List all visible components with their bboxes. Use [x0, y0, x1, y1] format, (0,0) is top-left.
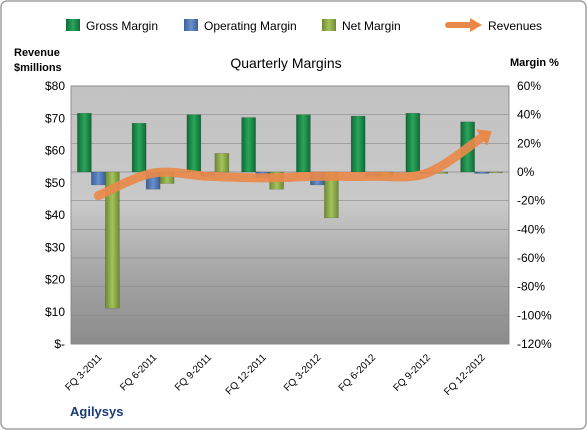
- revenue-line: [93, 133, 487, 201]
- left-axis-label-line1: Revenue: [14, 47, 60, 59]
- left-tick-label: $80: [45, 79, 65, 93]
- chart-title: Quarterly Margins: [230, 55, 341, 71]
- left-tick-label: $70: [45, 111, 65, 125]
- legend-label-gross-margin: Gross Margin: [86, 19, 158, 33]
- gross-margin-bar: [405, 112, 421, 173]
- left-tick-label: $50: [45, 176, 65, 190]
- gross-margin-bar: [296, 114, 311, 173]
- right-tick-label: -80%: [517, 280, 545, 294]
- left-axis-label-line2: $millions: [14, 62, 62, 74]
- revenue-series: [93, 129, 492, 201]
- bar-series: [77, 112, 503, 309]
- gross-margin-bar: [350, 115, 366, 173]
- net-margin-bar: [214, 153, 230, 173]
- left-tick-label: $30: [45, 240, 65, 254]
- legend-swatch-net-margin: [322, 19, 336, 31]
- right-tick-label: 40%: [517, 108, 541, 122]
- net-margin-bar: [105, 171, 120, 309]
- right-tick-label: 20%: [517, 136, 541, 150]
- left-tick-label: $-: [54, 337, 65, 351]
- net-margin-bar: [488, 171, 503, 174]
- right-axis-label: Margin %: [510, 57, 559, 69]
- left-axis-ticks: $- $10 $20 $30 $40 $50 $60 $70 $80: [45, 79, 65, 351]
- right-tick-label: -40%: [517, 222, 545, 236]
- right-tick-label: -120%: [517, 337, 552, 351]
- left-tick-label: $40: [45, 208, 65, 222]
- legend-label-revenues: Revenues: [488, 19, 542, 33]
- gross-margin-bar: [186, 114, 202, 173]
- operating-margin-bar: [91, 171, 106, 186]
- gross-margin-bar: [131, 123, 147, 173]
- legend-arrow-revenues: [470, 18, 482, 32]
- legend-label-net-margin: Net Margin: [342, 19, 401, 33]
- right-axis-ticks: -120% -100% -80% -60% -40% -20% 0% 20% 40% 60%: [517, 79, 552, 351]
- revenue-arrowhead: [476, 129, 492, 146]
- legend-swatch-gross-margin: [66, 19, 80, 31]
- legend-swatch-operating-margin: [184, 19, 198, 31]
- right-tick-label: 0%: [517, 165, 535, 179]
- legend-label-operating-margin: Operating Margin: [204, 19, 297, 33]
- operating-margin-bar: [474, 171, 489, 174]
- company-label: Agilysys: [70, 404, 123, 419]
- right-tick-label: 60%: [517, 79, 541, 93]
- left-tick-label: $60: [45, 144, 65, 158]
- legend: Gross Margin Operating Margin Net Margin…: [66, 18, 542, 33]
- left-tick-label: $10: [45, 305, 65, 319]
- right-tick-label: -100%: [517, 308, 552, 322]
- right-tick-label: -60%: [517, 251, 545, 265]
- right-tick-label: -20%: [517, 194, 545, 208]
- gross-margin-bar: [77, 112, 92, 173]
- gross-margin-bar: [241, 117, 256, 173]
- left-tick-label: $20: [45, 273, 65, 287]
